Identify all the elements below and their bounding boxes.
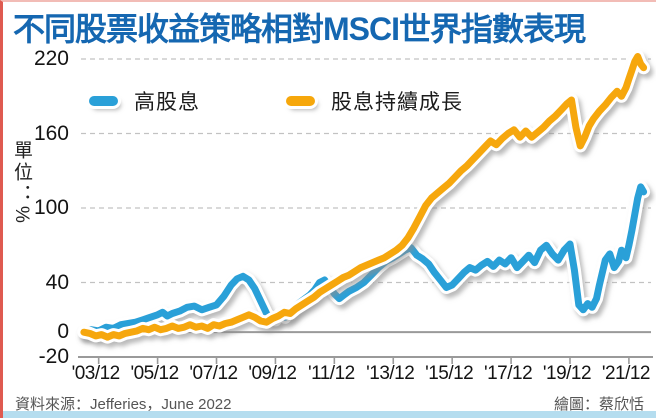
y-tick-label-40: 40 [45,270,69,294]
dividend-growth-line-swatch-icon [286,96,315,106]
y-tick-label-220: 220 [33,47,69,70]
y-tick-label-100: 100 [33,196,69,219]
y-tick-label--20: -20 [38,345,69,368]
y-tick-label-160: 160 [33,121,69,145]
high-dividend-line-swatch-icon [89,96,118,106]
legend-label-high-dividend: 高股息 [134,91,200,114]
x-tick-label-2006: '05/12 [130,363,179,384]
series-dividend-growth [77,50,651,344]
x-tick-label-2014: '13/12 [366,363,415,384]
x-tick-label-2020: '19/12 [542,363,592,384]
y-axis-unit-label: 單位：% [11,140,32,226]
page-title: 不同股票收益策略相對MSCI世界指數表現 [13,11,586,47]
x-tick-label-2010: '09/12 [248,363,297,384]
credit-note: 繪圖：蔡欣恬 [553,396,644,413]
legend-item-dividend-growth: 股息持續成長 [286,86,463,116]
bottom-accent-bar [3,411,656,418]
x-tick-label-2004: '03/12 [71,363,121,384]
legend-item-high-dividend: 高股息 [89,86,200,116]
source-note: 資料來源：Jefferies，June 2022 [15,396,232,413]
legend: 高股息 股息持續成長 [89,86,523,116]
legend-label-dividend-growth: 股息持續成長 [331,91,463,114]
y-tick-label-0: 0 [57,320,69,344]
x-tick-label-2018: '17/12 [483,363,533,384]
performance-chart [77,50,653,364]
x-tick-label-2012: '11/12 [307,363,355,384]
x-tick-label-2022: '21/12 [601,363,651,384]
x-tick-label-2008: '07/12 [189,363,238,384]
x-tick-label-2016: '15/12 [425,363,474,384]
